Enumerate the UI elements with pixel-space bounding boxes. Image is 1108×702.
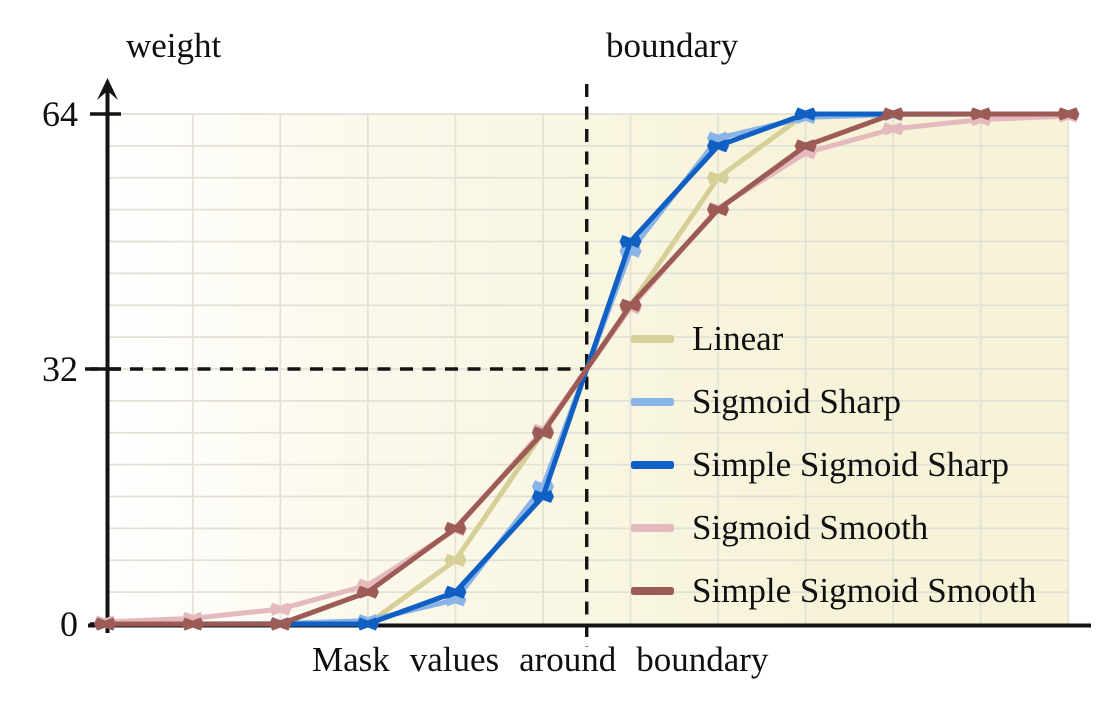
data-point-marker-simple-sigmoid-smooth [356, 585, 379, 599]
y-tick-0: 0 [60, 604, 78, 644]
data-point-marker-simple-sigmoid-smooth [269, 617, 292, 631]
y-tick-32: 32 [42, 349, 78, 389]
data-point-marker-simple-sigmoid-sharp [356, 617, 379, 631]
data-point-marker-simple-sigmoid-sharp [794, 107, 817, 121]
y-tick-64: 64 [42, 94, 78, 134]
y-axis-arrowhead [97, 78, 118, 100]
series-line-simple-sigmoid-smooth [102, 111, 1071, 627]
data-point-marker-simple-sigmoid-smooth [969, 107, 992, 121]
data-point-marker-simple-sigmoid-sharp [619, 235, 642, 248]
data-point-marker-simple-sigmoid-smooth [794, 139, 817, 153]
data-point-marker-simple-sigmoid-sharp [707, 139, 730, 153]
data-point-marker-simple-sigmoid-smooth [619, 298, 642, 312]
data-point-marker-simple-sigmoid-smooth [444, 521, 467, 535]
boundary-title: boundary [606, 26, 739, 65]
data-point-marker-simple-sigmoid-smooth [94, 617, 117, 631]
y-axis-title: weight [126, 26, 222, 65]
data-point-marker-sigmoid-smooth [882, 122, 905, 136]
data-point-marker-simple-sigmoid-smooth [707, 203, 730, 217]
x-axis-title: Mask values around boundary [312, 640, 769, 679]
data-point-marker-simple-sigmoid-smooth [531, 426, 554, 440]
data-point-marker-linear [707, 171, 730, 185]
data-point-marker-simple-sigmoid-smooth [882, 107, 905, 121]
data-point-marker-simple-sigmoid-sharp [444, 585, 467, 599]
data-point-marker-sigmoid-smooth [269, 602, 292, 616]
data-point-marker-simple-sigmoid-smooth [1057, 107, 1080, 121]
data-point-marker-simple-sigmoid-sharp [531, 490, 554, 503]
data-point-marker-linear [444, 553, 467, 567]
data-point-marker-simple-sigmoid-smooth [181, 617, 204, 631]
